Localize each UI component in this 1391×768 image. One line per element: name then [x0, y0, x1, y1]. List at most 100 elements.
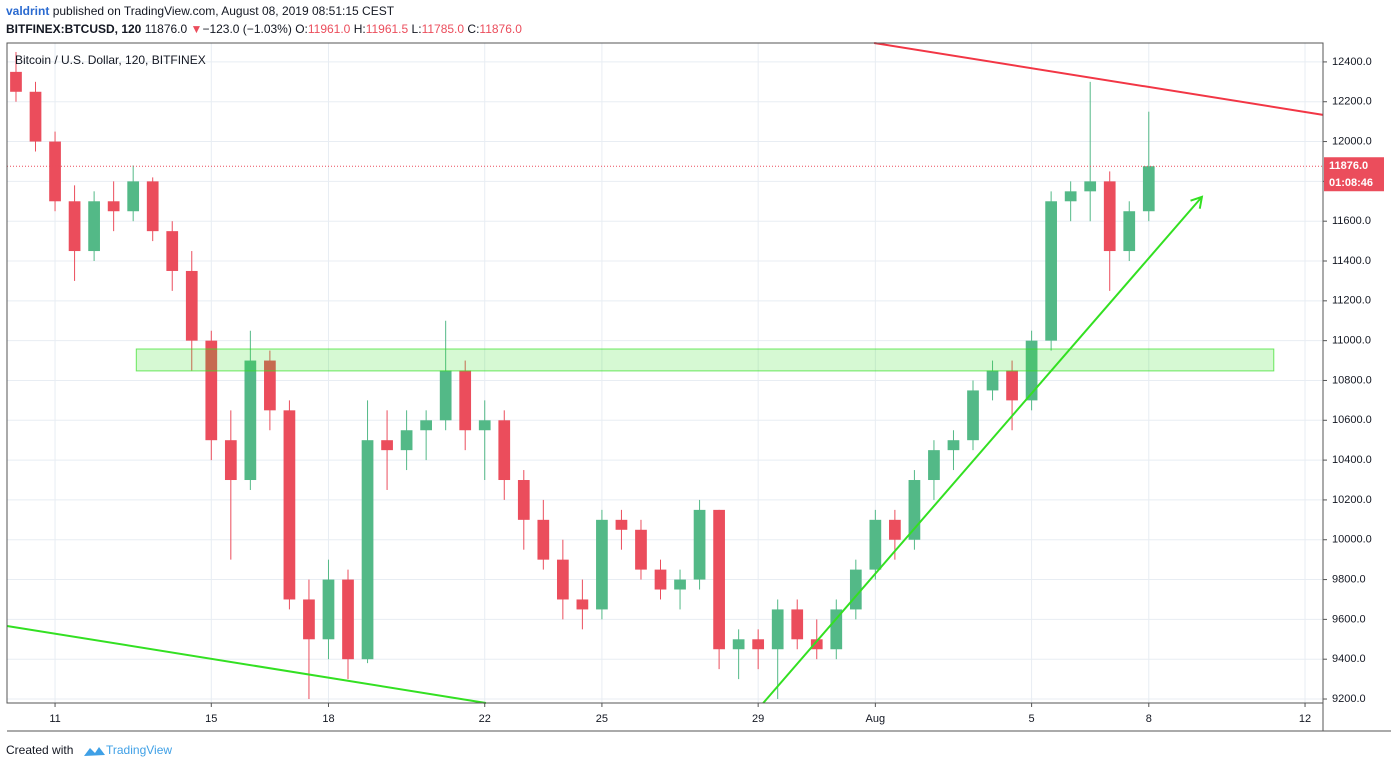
candle-body: [1006, 370, 1018, 401]
last-price-box: [1324, 157, 1384, 192]
candle-body: [830, 609, 843, 650]
candle-body: [244, 360, 257, 481]
candle-body: [771, 609, 784, 650]
low: 11785.0: [421, 22, 465, 36]
candle-body: [1084, 181, 1097, 192]
x-tick-label: 11: [49, 713, 60, 725]
candle-body: [713, 509, 725, 650]
c-label: C:: [467, 22, 480, 36]
candle-body: [205, 340, 218, 441]
candle-body: [674, 579, 686, 590]
candle-body: [1045, 201, 1057, 341]
trend-line: [762, 196, 1203, 704]
legend: Bitcoin / U.S. Dollar, 120, BITFINEX: [15, 53, 206, 67]
candle-body: [146, 181, 159, 232]
y-tick-label: 10000.0: [1332, 534, 1372, 546]
candle-body: [322, 579, 335, 640]
candle-body: [849, 569, 862, 610]
candle-body: [342, 579, 354, 660]
candle-body: [29, 91, 42, 142]
candle-body: [420, 420, 432, 431]
candle-body: [400, 430, 413, 451]
author: valdrint: [6, 4, 50, 18]
symbol: BITFINEX:BTCUSD, 120: [6, 22, 142, 36]
candle-body: [303, 599, 315, 640]
x-tick-label: 5: [1029, 713, 1035, 725]
y-tick-label: 11200.0: [1332, 295, 1371, 307]
arrow: ▼: [190, 22, 203, 36]
header-line-1: valdrint published on TradingView.com, A…: [6, 4, 394, 18]
support-zone: [135, 348, 1275, 372]
candle-body: [596, 519, 608, 610]
candle-body: [381, 440, 393, 451]
y-tick-label: 9200.0: [1332, 693, 1366, 705]
candle-body: [166, 231, 179, 271]
candle-body: [556, 559, 569, 600]
trend-line: [874, 42, 1324, 116]
candle-body: [283, 410, 296, 600]
x-tick-label: 12: [1299, 713, 1311, 725]
countdown: 01:08:46: [1329, 177, 1373, 189]
published: published on TradingView.com, August 08,…: [52, 4, 395, 18]
footer-brand: TradingView: [106, 743, 172, 757]
candle-body: [967, 390, 979, 441]
y-tick-label: 12000.0: [1332, 135, 1372, 147]
y-tick-label: 12400.0: [1332, 56, 1372, 68]
open: 11961.0: [307, 22, 351, 36]
candle-body: [732, 639, 745, 650]
candle-body: [869, 519, 882, 570]
candle-body: [1123, 211, 1136, 252]
candle-body: [1142, 166, 1155, 212]
candle-body: [986, 370, 999, 391]
o-label: O:: [295, 22, 308, 36]
candle-body: [752, 639, 765, 650]
x-tick-label: 22: [479, 713, 491, 725]
candle-body: [517, 480, 530, 520]
candle-body: [537, 519, 550, 560]
candle-body: [185, 270, 198, 341]
candle-body: [947, 440, 960, 451]
arrow-head: [1190, 195, 1204, 209]
y-tick-label: 11400.0: [1332, 255, 1371, 267]
y-tick-label: 9600.0: [1332, 613, 1366, 625]
x-tick-label: 29: [752, 713, 764, 725]
candle-body: [791, 609, 804, 640]
x-tick-label: 8: [1146, 713, 1152, 725]
y-tick-label: 10200.0: [1332, 494, 1372, 506]
footer-text: Created with: [6, 743, 73, 757]
x-tick-label: Aug: [866, 713, 886, 725]
candle-body: [10, 71, 22, 92]
y-tick-label: 10600.0: [1332, 414, 1372, 426]
y-tick-label: 11000.0: [1332, 335, 1371, 347]
y-tick-label: 11600.0: [1332, 215, 1371, 227]
candle-body: [68, 201, 81, 252]
y-tick-label: 9400.0: [1332, 653, 1366, 665]
candle-body: [615, 519, 628, 530]
header-line-2: BITFINEX:BTCUSD, 120 11876.0 ▼−123.0 (−1…: [6, 22, 522, 36]
x-tick-label: 25: [596, 713, 608, 725]
candle-body: [49, 141, 61, 202]
l-label: L:: [411, 22, 422, 36]
price: 11876.0: [144, 22, 188, 36]
candle-body: [224, 440, 237, 481]
candle-body: [439, 370, 452, 421]
candle-body: [810, 639, 823, 650]
candle-body: [654, 569, 667, 590]
y-tick-label: 10800.0: [1332, 374, 1372, 386]
candle-body: [127, 181, 140, 212]
candle-body: [1064, 191, 1077, 202]
close: 11876.0: [479, 22, 522, 36]
y-tick-label: 12200.0: [1332, 96, 1372, 108]
change: −123.0 (−1.03%): [202, 22, 292, 36]
candle-body: [889, 519, 901, 540]
logo: [84, 747, 105, 756]
y-tick-label: 10400.0: [1332, 454, 1372, 466]
candle-body: [1103, 181, 1116, 252]
candle-body: [498, 420, 511, 481]
candle-body: [107, 201, 120, 212]
candle-body: [478, 420, 491, 431]
candle-body: [693, 509, 706, 580]
candle-body: [264, 360, 276, 411]
